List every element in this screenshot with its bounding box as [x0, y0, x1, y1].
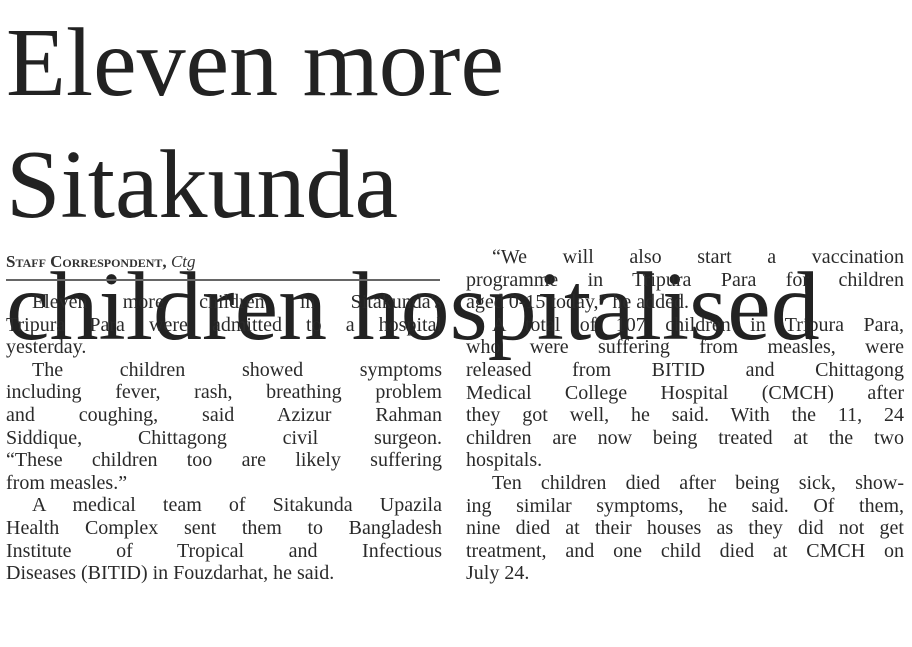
text-line: Tripura Para were admitted to a hospital — [6, 313, 442, 336]
text-line: they got well, he said. With the 11, 24 — [466, 404, 904, 427]
paragraph: The children showed symptoms including fe… — [6, 359, 442, 495]
article-column-right: “We will also start a vaccination program… — [466, 246, 904, 585]
paragraph: Eleven more children in Sitakunda's Tripu… — [6, 291, 442, 359]
text-line: aged 0-15 today,” he added. — [466, 291, 690, 314]
text-line: “We will also start a vaccination — [492, 246, 904, 268]
text-line: Institute of Tropical and Infectious — [6, 539, 442, 562]
text-line: The children showed symptoms — [32, 358, 442, 381]
text-line: Medical College Hospital (CMCH) after — [466, 381, 904, 404]
text-line: yesterday. — [6, 336, 87, 359]
text-line: hospitals. — [466, 449, 543, 472]
text-line: Eleven more children in Sitakunda's — [32, 291, 442, 313]
text-line: A total of 107 children in Tripura Para, — [492, 313, 904, 336]
headline: Eleven more Sitakunda children hospitali… — [6, 2, 906, 368]
text-line: A medical team of Sitakunda Upazila — [32, 494, 442, 517]
text-line: programme in Tripura Para for children — [466, 268, 904, 291]
paragraph: Ten children died after being sick, show… — [466, 472, 904, 585]
headline-line: Eleven more Sitakunda — [6, 9, 504, 239]
text-line: July 24. — [466, 562, 530, 585]
headline-line: children hospitalised — [6, 253, 820, 361]
byline-location: Ctg — [170, 252, 196, 271]
text-line: children are now being treated at the tw… — [466, 426, 904, 449]
text-line: treatment, and one child died at CMCH on — [466, 539, 904, 562]
text-line: including fever, rash, breathing problem — [6, 381, 442, 404]
text-line: Siddique, Chittagong civil surgeon. — [6, 426, 442, 449]
text-line: Health Complex sent them to Bangladesh — [6, 516, 442, 539]
paragraph: A total of 107 children in Tripura Para,… — [466, 314, 904, 472]
paragraph: A medical team of Sitakunda Upazila Healt… — [6, 494, 442, 584]
byline-divider — [6, 279, 440, 281]
text-line: and coughing, said Azizur Rahman — [6, 403, 442, 426]
text-line: from measles.” — [6, 471, 128, 494]
text-line: nine died at their houses as they did no… — [466, 517, 904, 540]
text-line: ing similar symptoms, he said. Of them, — [466, 494, 904, 517]
text-line: Ten children died after being sick, show… — [492, 471, 904, 494]
text-line: “These children too are likely suffering — [6, 449, 442, 472]
paragraph: “We will also start a vaccination program… — [466, 246, 904, 314]
article-column-left: Eleven more children in Sitakunda's Tripu… — [6, 291, 442, 585]
text-line: Diseases (BITID) in Fouzdarhat, he said. — [6, 562, 335, 585]
byline-author: Staff Correspondent, — [6, 252, 167, 271]
text-line: who were suffering from measles, were — [466, 336, 904, 359]
text-line: released from BITID and Chittagong — [466, 358, 904, 381]
byline: Staff Correspondent, Ctg — [6, 252, 442, 272]
